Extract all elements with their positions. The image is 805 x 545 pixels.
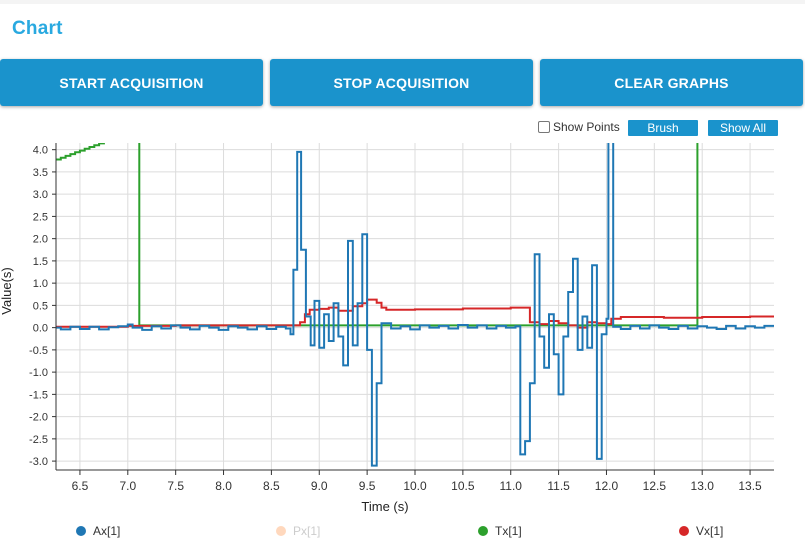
x-tick-label: 11.0 (499, 479, 522, 493)
y-tick-label: 0.0 (33, 323, 48, 335)
y-tick-label: -2.0 (29, 412, 48, 424)
x-tick-label: 6.5 (72, 479, 89, 493)
chart-grid (56, 143, 774, 470)
x-tick-label: 7.5 (167, 479, 184, 493)
x-tick-label: 10.0 (403, 479, 427, 493)
legend-label-tx: Tx[1] (495, 524, 522, 538)
y-axis-label: Value(s) (0, 267, 14, 314)
brush-button[interactable]: Brush (628, 120, 698, 136)
legend-item-px[interactable]: Px[1] (276, 524, 320, 538)
y-tick-label: 2.5 (33, 211, 48, 223)
page-title: Chart (12, 18, 63, 40)
legend-dot-tx (478, 526, 488, 536)
y-tick-label: 1.5 (33, 256, 48, 268)
chart-legend: Ax[1] Px[1] Tx[1] Vx[1] (0, 524, 805, 542)
acquisition-controls: START ACQUISITION STOP ACQUISITION CLEAR… (0, 59, 805, 107)
x-tick-label: 8.5 (263, 479, 280, 493)
start-acquisition-button[interactable]: START ACQUISITION (0, 59, 263, 106)
x-tick-label: 10.5 (451, 479, 475, 493)
y-tick-label: 3.0 (33, 189, 48, 201)
legend-item-ax[interactable]: Ax[1] (76, 524, 120, 538)
clear-graphs-button[interactable]: CLEAR GRAPHS (540, 59, 803, 106)
legend-item-tx[interactable]: Tx[1] (478, 524, 522, 538)
y-tick-label: -3.0 (29, 456, 48, 468)
y-tick-label: -0.5 (29, 345, 48, 357)
x-tick-label: 11.5 (547, 479, 570, 493)
y-tick-label: 2.0 (33, 234, 48, 246)
legend-dot-ax (76, 526, 86, 536)
legend-label-px: Px[1] (293, 524, 320, 538)
legend-item-vx[interactable]: Vx[1] (679, 524, 723, 538)
stop-acquisition-button[interactable]: STOP ACQUISITION (270, 59, 533, 106)
show-points-checkbox[interactable] (538, 121, 550, 133)
y-tick-label: 1.0 (33, 278, 48, 290)
y-tick-label: 0.5 (33, 300, 48, 312)
show-all-button[interactable]: Show All (708, 120, 778, 136)
x-tick-label: 9.5 (359, 479, 376, 493)
y-tick-label: -1.0 (29, 367, 48, 379)
x-tick-label: 12.5 (643, 479, 667, 493)
top-divider (0, 0, 805, 4)
x-tick-label: 9.0 (311, 479, 328, 493)
x-tick-label: 12.0 (595, 479, 619, 493)
y-tick-label: 4.0 (33, 145, 48, 157)
y-axis-ticks: 4.0 3.5 3.0 2.5 2.0 1.5 1.0 0.5 0.0 -0.5 -1.0 -1.5 -… (29, 145, 56, 468)
legend-label-ax: Ax[1] (93, 524, 120, 538)
show-points-label: Show Points (553, 120, 620, 134)
x-axis-label: Time (s) (361, 499, 408, 514)
x-tick-label: 13.5 (738, 479, 762, 493)
time-series-chart[interactable]: 4.0 3.5 3.0 2.5 2.0 1.5 1.0 0.5 0.0 -0.5 -1.0 -1.5 -… (0, 138, 805, 518)
x-tick-label: 13.0 (691, 479, 715, 493)
x-tick-label: 7.0 (119, 479, 136, 493)
chart-toolbar: Show Points Brush Show All (0, 120, 805, 137)
y-tick-label: -1.5 (29, 389, 48, 401)
legend-dot-vx (679, 526, 689, 536)
legend-label-vx: Vx[1] (696, 524, 723, 538)
y-tick-label: -2.5 (29, 434, 48, 446)
series-line-tx1 (56, 138, 702, 325)
legend-dot-px (276, 526, 286, 536)
x-axis-ticks: 6.5 7.0 7.5 8.0 8.5 9.0 9.5 10.0 10.5 11.0 11.5 12.… (72, 470, 762, 493)
y-tick-label: 3.5 (33, 167, 48, 179)
show-points-toggle[interactable]: Show Points (538, 120, 620, 134)
x-tick-label: 8.0 (215, 479, 232, 493)
